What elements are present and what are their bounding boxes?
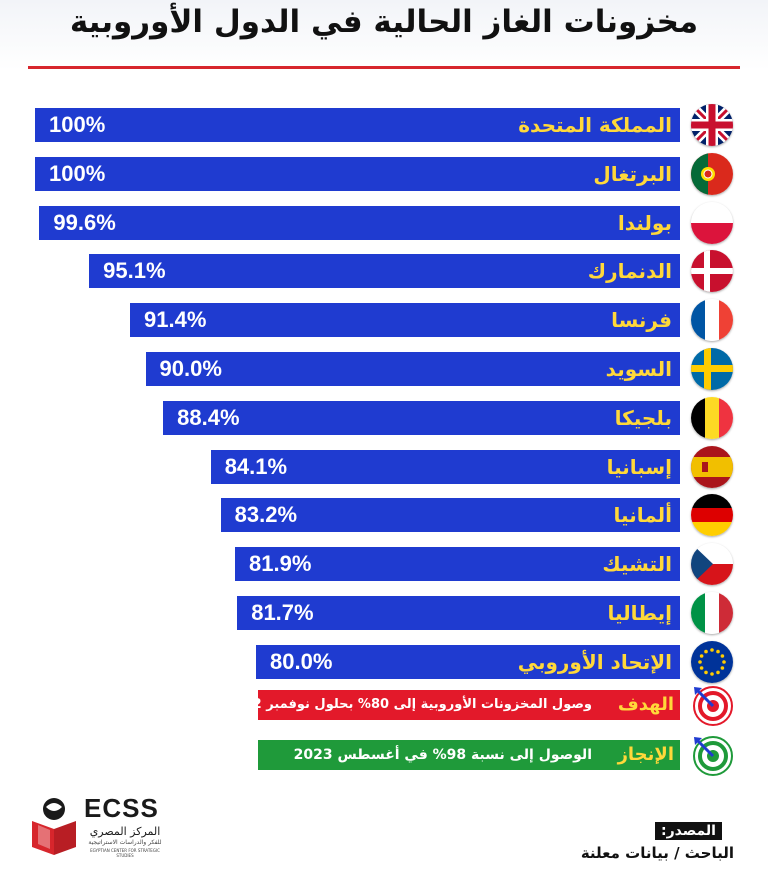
denmark-flag-icon [691,250,733,293]
bar-6: 88.4% بلجيكا [163,400,680,435]
bar-4: 91.4% فرنسا [130,303,680,338]
bar-value-label: 80.0% [270,648,333,674]
achievement-label: الإنجاز [617,744,674,765]
bar-9: 81.9% التشيك [235,547,680,582]
portugal-flag-icon [691,152,733,195]
logo-name-ar: المركز المصري [89,825,161,838]
bar-value-label: 100% [49,112,106,137]
poland-flag-icon [691,201,733,244]
bar-value-label: 95.1% [103,258,166,284]
bar-category-label: إسبانيا [606,454,672,479]
target-dart-green-icon [693,736,733,776]
bar-5: 90.0% السويد [145,352,680,386]
belgium-flag-icon [691,396,733,439]
eu-flag-icon [691,640,733,683]
bar-value-label: 83.2% [234,502,298,528]
logo-subtitle-ar: للفكر والدراسات الاستراتيجية [88,839,162,846]
bar-category-label: بلجيكا [614,405,672,430]
achievement-banner: الإنجاز الوصول إلى نسبة 98% في أغسطس 202… [258,740,680,770]
source-label: المصدر: [655,822,722,840]
germany-flag-icon [691,494,733,537]
bar-value-label: 91.4% [144,307,207,333]
bar-value-label: 100% [49,160,106,186]
goal-text: وصول المخزونات الأوروبية إلى 80% بحلول ن… [225,697,592,712]
bar-category-label: ألمانيا [613,503,672,528]
bar-3: 95.1% الدنمارك [89,254,680,289]
czech-flag-icon [691,543,733,586]
source-text: الباحث / بيانات معلنة [580,844,734,862]
bar-7: 84.1% إسبانيا [210,449,680,484]
logo-subtitle-en: EGYPTIAN CENTER FOR STRATEGIC STUDIES [90,848,160,858]
page-title: مخزونات الغاز الحالية في الدول الأوروبية [69,4,699,40]
ecss-emblem-icon [32,798,76,855]
bar-category-label: إيطاليا [607,601,672,625]
bar-0: 100% المملكة المتحدة [35,108,680,142]
bar-1: 100% البرتغال [35,156,680,191]
uk-flag-icon [691,104,733,146]
italy-flag-icon [691,592,733,634]
spain-flag-icon [691,445,733,488]
bar-value-label: 90.0% [159,356,222,381]
bar-value-label: 81.9% [249,551,312,577]
bar-value-label: 99.6% [53,209,116,235]
bar-10: 81.7% إيطاليا [237,596,680,630]
title-divider [28,66,740,69]
bar-value-label: 84.1% [224,453,288,479]
bar-2: 99.6% بولندا [39,205,680,240]
bar-category-label: المملكة المتحدة [518,113,672,137]
bar-11: 80.0% الإتحاد الأوروبي [256,644,680,679]
achievement-text: الوصول إلى نسبة 98% في أغسطس 2023 [293,747,592,763]
logo-abbreviation: ECSS [84,793,159,823]
bar-category-label: البرتغال [593,161,672,186]
bar-value-label: 81.7% [251,600,314,625]
france-flag-icon [691,299,733,342]
bar-category-label: الدنمارك [587,259,672,284]
bar-category-label: بولندا [617,210,672,235]
goal-label: الهدف [617,694,674,715]
sweden-flag-icon [691,348,733,390]
bar-value-label: 88.4% [177,404,240,430]
bar-category-label: السويد [605,357,672,381]
bar-category-label: التشيك [602,552,672,577]
goal-banner: الهدف وصول المخزونات الأوروبية إلى 80% ب… [226,690,680,720]
bar-8: 83.2% ألمانيا [220,498,680,533]
bar-category-label: فرنسا [611,308,672,333]
ecss-logo: ECSS المركز المصري للفكر والدراسات الاست… [28,793,228,863]
target-dart-red-icon [693,686,733,726]
bar-category-label: الإتحاد الأوروبي [517,649,672,674]
